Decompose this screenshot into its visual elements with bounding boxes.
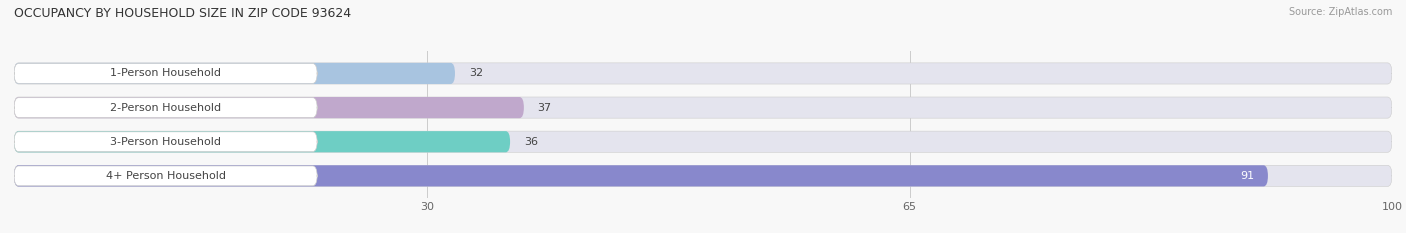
FancyBboxPatch shape <box>14 64 318 83</box>
Text: 3-Person Household: 3-Person Household <box>110 137 221 147</box>
Text: 36: 36 <box>524 137 538 147</box>
Text: 4+ Person Household: 4+ Person Household <box>105 171 225 181</box>
Text: 37: 37 <box>537 103 551 113</box>
FancyBboxPatch shape <box>14 131 510 152</box>
FancyBboxPatch shape <box>14 97 1392 118</box>
Text: 1-Person Household: 1-Person Household <box>110 69 221 79</box>
FancyBboxPatch shape <box>14 97 524 118</box>
Text: OCCUPANCY BY HOUSEHOLD SIZE IN ZIP CODE 93624: OCCUPANCY BY HOUSEHOLD SIZE IN ZIP CODE … <box>14 7 352 20</box>
Text: 91: 91 <box>1240 171 1254 181</box>
FancyBboxPatch shape <box>14 166 318 186</box>
Text: Source: ZipAtlas.com: Source: ZipAtlas.com <box>1288 7 1392 17</box>
FancyBboxPatch shape <box>14 131 1392 152</box>
FancyBboxPatch shape <box>14 165 1392 186</box>
FancyBboxPatch shape <box>14 98 318 117</box>
FancyBboxPatch shape <box>14 132 318 152</box>
FancyBboxPatch shape <box>14 63 456 84</box>
FancyBboxPatch shape <box>14 165 1268 186</box>
FancyBboxPatch shape <box>14 63 1392 84</box>
Text: 32: 32 <box>468 69 482 79</box>
Text: 2-Person Household: 2-Person Household <box>110 103 221 113</box>
